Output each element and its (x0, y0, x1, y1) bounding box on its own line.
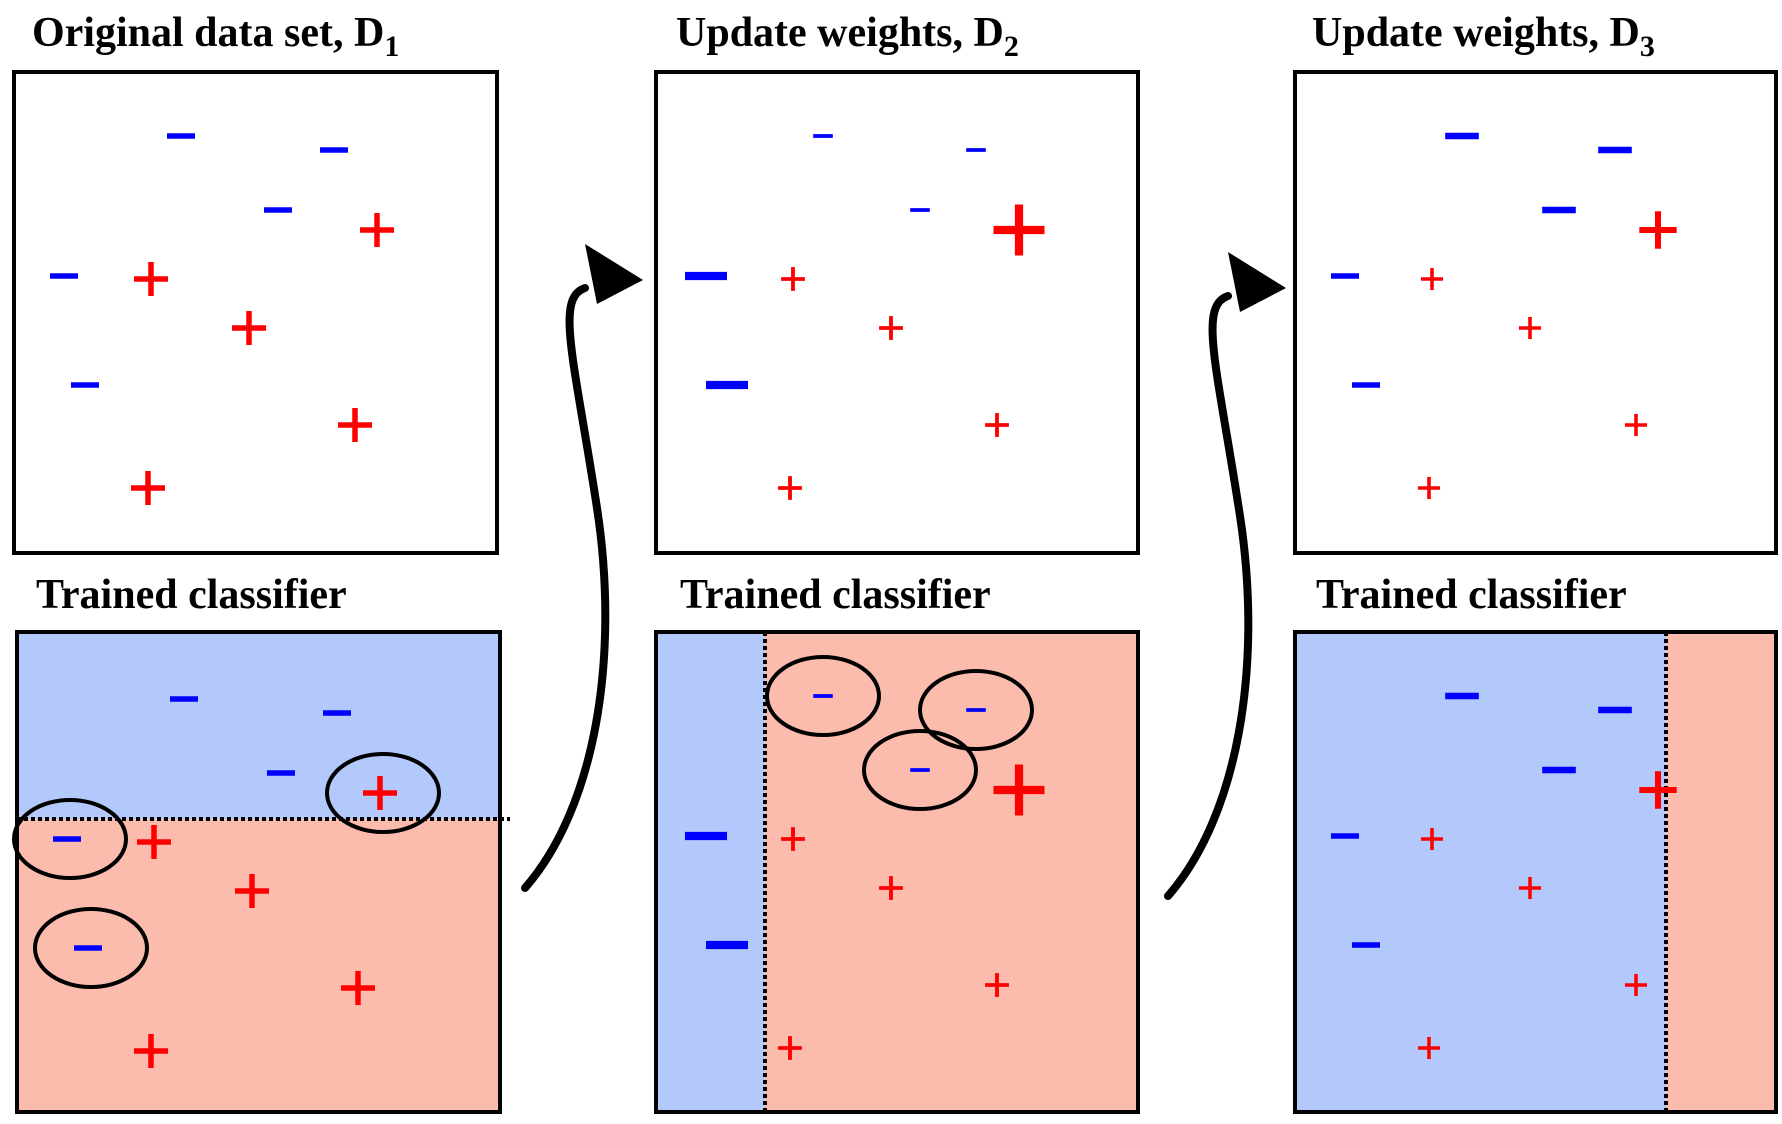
data-point-plus (879, 316, 903, 340)
panel-1: Original data set, D1 Trained classifier (12, 10, 510, 1114)
classifier-title: Trained classifier (680, 572, 991, 618)
data-point-plus (985, 413, 1009, 437)
classified-point-plus (985, 973, 1009, 997)
panel-3: Update weights, D3 Trained classifier (1293, 10, 1778, 1114)
data-point-plus (131, 471, 165, 505)
classified-point-plus (1624, 973, 1648, 997)
classified-point-plus (363, 776, 397, 810)
positive-region (17, 819, 500, 1112)
arrow-icon-shaft (521, 284, 610, 892)
negative-region (1295, 632, 1666, 1112)
negative-region (17, 632, 500, 819)
panel-title: Update weights, D2 (676, 10, 1019, 63)
dataset-box (1293, 70, 1778, 555)
classified-point-plus (1420, 827, 1444, 851)
classifier-box (15, 630, 502, 1114)
misclassified-circle (918, 669, 1034, 751)
data-point-plus (232, 311, 266, 345)
data-point-plus (781, 267, 805, 291)
classified-point-plus (134, 1034, 168, 1068)
arrow-icon-shaft (1164, 292, 1253, 900)
panel-title: Original data set, D1 (32, 10, 399, 63)
data-point-plus (1639, 211, 1677, 249)
misclassified-circle (12, 798, 128, 880)
arrow-icon (1164, 252, 1286, 900)
classified-point-plus (1639, 771, 1677, 809)
arrow-icon-head (1228, 252, 1286, 312)
positive-region (1666, 632, 1776, 1112)
misclassified-circle (862, 729, 978, 811)
dataset-box (654, 70, 1140, 555)
misclassified-circle (765, 655, 881, 737)
misclassified-circle (33, 907, 149, 989)
classifier-title: Trained classifier (1316, 572, 1627, 618)
classified-point-plus (1518, 876, 1542, 900)
classified-point-plus (341, 971, 375, 1005)
data-point-plus (993, 204, 1045, 256)
arrow-icon-head (585, 244, 643, 304)
classified-point-plus (781, 827, 805, 851)
data-point-plus (338, 408, 372, 442)
positive-region (765, 632, 1138, 1112)
classifier-box (1293, 630, 1778, 1114)
dataset-box (12, 70, 499, 555)
classified-point-plus (879, 876, 903, 900)
classified-point-plus (1417, 1036, 1441, 1060)
classified-point-plus (993, 764, 1045, 816)
data-point-plus (134, 262, 168, 296)
panel-title-subscript: 1 (384, 30, 399, 63)
data-point-plus (1624, 413, 1648, 437)
panel-title: Update weights, D3 (1312, 10, 1655, 63)
negative-region (656, 632, 765, 1112)
misclassified-circle (325, 752, 441, 834)
classified-point-plus (235, 874, 269, 908)
data-point-plus (360, 213, 394, 247)
classifier-title: Trained classifier (36, 572, 347, 618)
data-point-plus (778, 476, 802, 500)
data-point-plus (1518, 316, 1542, 340)
panel-2: Update weights, D2 Trained classifier (654, 10, 1140, 1114)
data-point-plus (1417, 476, 1441, 500)
classified-point-plus (137, 825, 171, 859)
panel-title-subscript: 2 (1004, 30, 1019, 63)
data-point-plus (1420, 267, 1444, 291)
classified-point-plus (778, 1036, 802, 1060)
classifier-box (654, 630, 1140, 1114)
panel-title-subscript: 3 (1640, 30, 1655, 63)
arrow-icon (521, 244, 643, 892)
